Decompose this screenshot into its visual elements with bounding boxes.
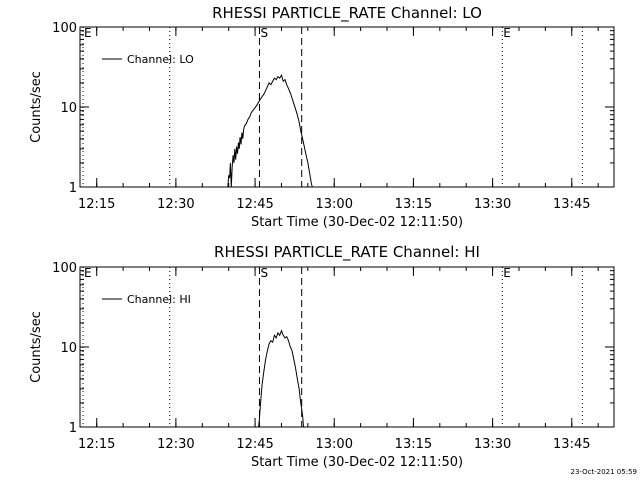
x-tick-label: 13:15: [395, 197, 432, 212]
x-axis-label: Start Time (30-Dec-02 12:11:50): [251, 455, 463, 470]
x-tick-label: 13:00: [316, 197, 353, 212]
marker-label: E: [503, 26, 511, 40]
x-tick-label: 13:15: [395, 437, 432, 452]
x-tick-label: 13:30: [474, 437, 511, 452]
x-tick-label: 12:45: [236, 437, 273, 452]
x-axis-label: Start Time (30-Dec-02 12:11:50): [251, 215, 463, 230]
y-axis-label: Counts/sec: [29, 311, 44, 383]
x-tick-label: 13:45: [553, 437, 590, 452]
footer-timestamp: 23-Oct-2021 05:59: [571, 468, 637, 476]
plot-frame: [79, 26, 615, 188]
x-tick-label: 12:45: [236, 197, 273, 212]
chart-title: RHESSI PARTICLE_RATE Channel: HI: [214, 243, 480, 262]
series-line: [258, 329, 304, 428]
chart-title: RHESSI PARTICLE_RATE Channel: LO: [212, 4, 482, 23]
y-tick-label: 1: [69, 421, 77, 436]
x-tick-label: 12:15: [78, 197, 115, 212]
series-line: [227, 73, 313, 188]
y-tick-label: 10: [60, 341, 77, 356]
x-tick-label: 12:15: [78, 437, 115, 452]
legend-label: Channel: LO: [127, 53, 194, 66]
marker-label: E: [84, 26, 92, 40]
panel-lo: RHESSI PARTICLE_RATE Channel: LO 1 10 100 Co…: [29, 4, 615, 230]
panel-hi: RHESSI PARTICLE_RATE Channel: HI 1 10 100 Co…: [29, 243, 615, 470]
y-tick-label: 1: [69, 181, 77, 196]
marker-label: S: [260, 266, 268, 280]
marker-label: E: [503, 266, 511, 280]
y-tick-label: 100: [52, 261, 77, 276]
marker-label: S: [260, 26, 268, 40]
x-tick-label: 13:30: [474, 197, 511, 212]
x-tick-label: 13:45: [553, 197, 590, 212]
y-tick-label: 10: [60, 101, 77, 116]
legend-label: Channel: HI: [127, 293, 191, 306]
x-tick-label: 12:30: [157, 437, 194, 452]
plot-frame: [79, 266, 615, 428]
x-tick-label: 13:00: [316, 437, 353, 452]
y-axis-label: Counts/sec: [29, 71, 44, 143]
y-tick-label: 100: [52, 21, 77, 36]
marker-label: E: [84, 266, 92, 280]
x-tick-label: 12:30: [157, 197, 194, 212]
